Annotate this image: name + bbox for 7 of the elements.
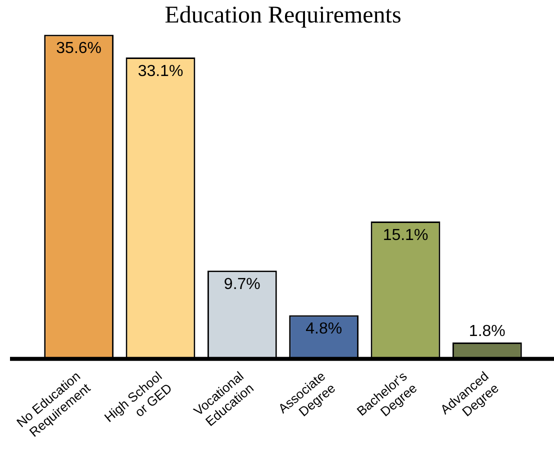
data-label: 33.1% [138,62,184,80]
data-label: 1.8% [468,322,506,340]
data-label: 35.6% [56,40,102,58]
data-label: 15.1% [382,226,428,244]
data-label: 4.8% [306,320,342,338]
data-label: 9.7% [224,276,260,294]
chart-title: Education Requirements [164,2,402,29]
